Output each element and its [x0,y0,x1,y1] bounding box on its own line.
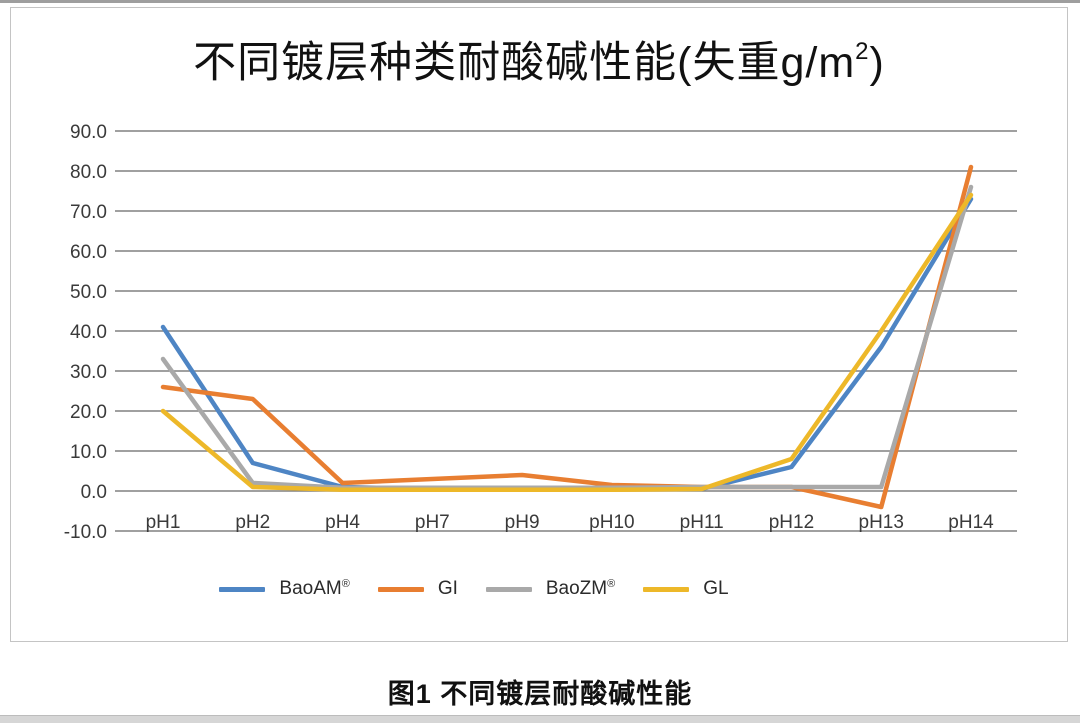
legend-label: GL [703,578,729,599]
y-tick-label: 30.0 [70,362,107,383]
y-tick-label: -10.0 [64,522,107,543]
figure-caption: 图1 不同镀层耐酸碱性能 [387,679,693,709]
legend-swatch [377,586,424,592]
x-tick-label: pH10 [589,512,634,533]
y-tick-label: 20.0 [70,402,107,423]
legend-item-BaoZM: BaoZM® [485,578,616,600]
legend-label: GI [437,578,458,599]
legend-swatch [643,586,690,592]
x-tick-label: pH4 [325,512,360,533]
top-divider [0,0,1080,3]
x-tick-label: pH2 [235,512,270,533]
chart-title-superscript: 2 [855,38,870,65]
legend-item-BaoAM: BaoAM® [219,578,350,600]
x-tick-label: pH11 [680,512,724,533]
y-tick-label: 50.0 [70,282,107,303]
x-tick-label: pH7 [415,512,450,533]
y-tick-label: 80.0 [70,162,107,183]
legend: BaoAM® GI BaoZM® GL [11,578,1067,600]
x-tick-label: pH1 [146,512,181,533]
legend-label: BaoAM® [279,578,350,599]
legend-label-superscript: ® [341,578,350,590]
y-tick-label: 70.0 [70,202,107,223]
legend-item-GL: GL [643,578,729,600]
y-tick-label: 40.0 [70,322,107,343]
x-tick-label: pH9 [505,512,540,533]
legend-swatch [219,586,266,592]
line-chart: 90.0 80.0 70.0 60.0 50.0 40.0 30.0 20.0 10.0 0.0 -… [64,122,1017,543]
legend-label-superscript: ® [607,578,616,590]
chart-panel: 不同镀层种类耐酸碱性能(失重g/m2) 90.0 80.0 70.0 60.0 50.0… [10,7,1068,642]
legend-swatch [485,586,532,592]
x-tick-label: pH14 [948,512,994,533]
y-tick-label: 10.0 [70,442,107,463]
series-line-GL [160,192,974,493]
chart-title-text: 不同镀层种类耐酸碱性能(失重g/m [193,39,856,87]
chart-title: 不同镀层种类耐酸碱性能(失重g/m2) [11,28,1067,90]
series-line-BaoZM [160,184,974,491]
y-tick-label: 60.0 [70,242,107,263]
chart-title-close: ) [869,39,885,87]
y-tick-label: 0.0 [81,482,107,503]
legend-item-GI: GI [377,578,458,600]
legend-label: BaoZM® [545,578,616,599]
bottom-divider [0,715,1080,723]
x-tick-label: pH12 [769,512,814,533]
x-tick-label: pH13 [859,512,904,533]
series-line-GI [160,164,974,510]
series-line-BaoAM [160,196,974,492]
y-tick-label: 90.0 [70,122,107,143]
